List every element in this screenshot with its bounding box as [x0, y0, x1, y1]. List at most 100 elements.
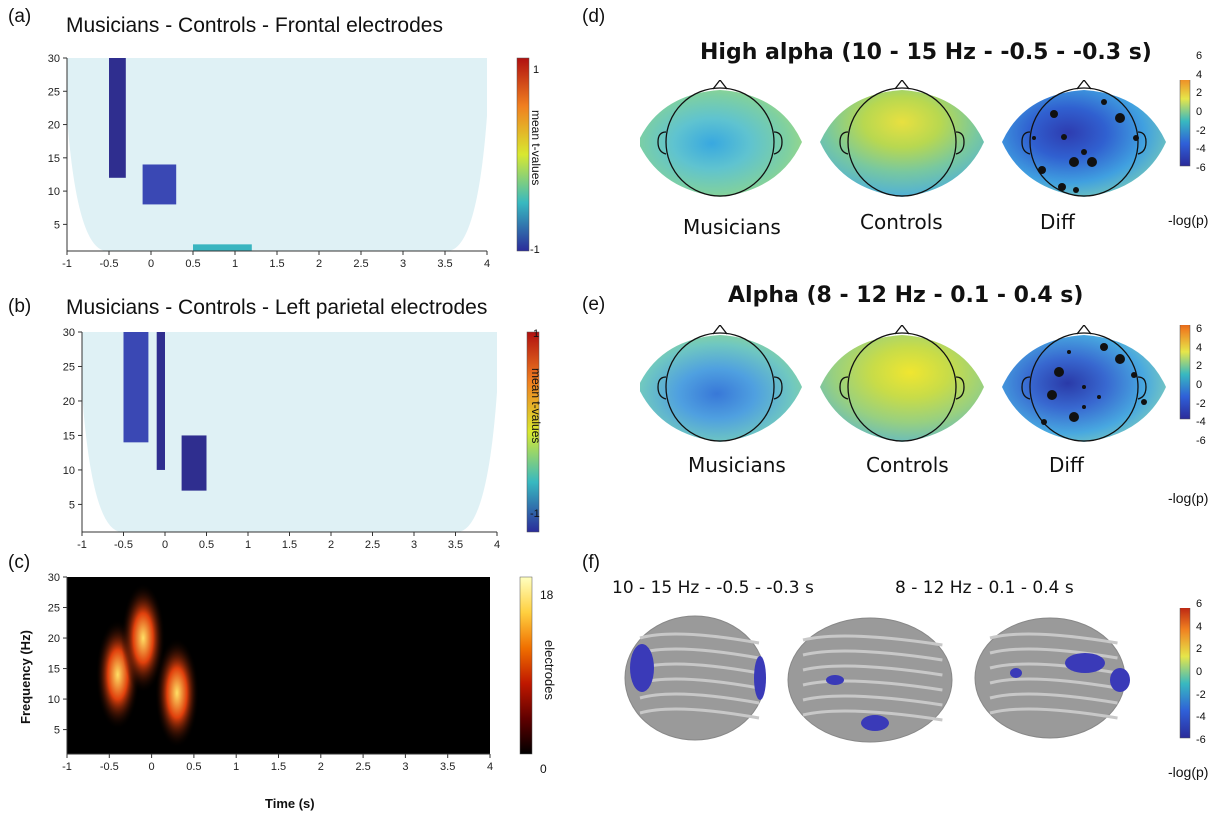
brain-gyrus: [802, 649, 943, 662]
brain-gyrus: [639, 692, 760, 705]
panel-f-cbar-tick: -4: [1196, 711, 1206, 724]
panel-a-label: (a): [8, 6, 32, 27]
x-tick-label: 1: [245, 539, 251, 550]
panel-e-head-label-3: Diff: [1049, 453, 1084, 477]
x-tick-label: 0: [162, 539, 168, 550]
panel-b-cbar-bottom: -1: [530, 508, 540, 520]
panel-f-label: (f): [582, 552, 600, 573]
nose: [1076, 80, 1092, 90]
panel-d-head-label-2: Controls: [860, 210, 943, 234]
x-tick-label: -1: [62, 761, 72, 773]
ear-right: [1137, 376, 1147, 400]
y-tick-label: 20: [48, 633, 60, 645]
brain-gyrus: [989, 692, 1118, 705]
electrode-dot: [1133, 135, 1139, 141]
y-tick-label: 10: [48, 694, 60, 706]
x-tick-label: 3: [411, 539, 417, 550]
y-tick-label: 15: [63, 430, 75, 442]
cluster-patch: [630, 644, 654, 692]
electrode-dot: [1115, 354, 1125, 364]
cluster-1: [142, 164, 177, 205]
y-tick-label: 5: [69, 499, 75, 511]
electrode-dot: [1032, 136, 1036, 140]
panel-e-cbar-label: -log(p): [1168, 490, 1209, 506]
x-tick-label: 0.5: [199, 539, 214, 550]
topomaps-d: [640, 80, 1191, 197]
y-tick-label: 25: [48, 603, 60, 615]
x-tick-label: 4: [494, 539, 500, 550]
electrode-dot: [1050, 110, 1058, 118]
heatmap-background: [67, 58, 487, 251]
panel-f-cbar-tick: -6: [1196, 734, 1206, 746]
panel-f-cbar-label: -log(p): [1168, 764, 1209, 780]
panel-d-head-label-3: Diff: [1040, 210, 1075, 234]
x-tick-label: 3: [400, 258, 406, 270]
electrode-dot: [1073, 187, 1079, 193]
electrode-dot: [1067, 350, 1071, 354]
cluster-patch: [1110, 668, 1130, 692]
panel-d-cbar-tick: 4: [1196, 68, 1203, 81]
y-tick-label: 15: [48, 664, 60, 676]
cluster-patch: [754, 656, 766, 700]
head-outline: [665, 332, 775, 442]
x-tick-label: 0.5: [185, 258, 200, 270]
panel-d-cbar-tick: -4: [1196, 143, 1206, 156]
ear-left: [839, 131, 849, 155]
panel-a-title: Musicians - Controls - Frontal electrode…: [66, 14, 443, 37]
x-tick-label: 4: [487, 761, 493, 773]
electrode-dot: [1097, 395, 1101, 399]
x-tick-label: 1.5: [269, 258, 284, 270]
panel-e-cbar-tick: -2: [1196, 397, 1206, 410]
panel-e-head-label-2: Controls: [866, 453, 949, 477]
topomap-0: [640, 335, 802, 442]
panel-f-cbar-tick: 6: [1196, 598, 1203, 610]
y-tick-label: 5: [54, 219, 60, 231]
x-tick-label: 1: [232, 258, 238, 270]
y-tick-label: 30: [48, 53, 60, 65]
ear-left: [839, 376, 849, 400]
panel-d-cbar-tick: 2: [1196, 87, 1203, 100]
panel-a-cbar-top: 1: [533, 64, 540, 76]
panel-c-cbar-top: 18: [540, 588, 554, 602]
cluster-2: [181, 435, 207, 491]
heatmap-b: -1 -0.5 0 0.5 1 1.5 2 2.5 3 3.5 4 5 10 15 20 25 30: [63, 327, 540, 550]
panel-e-head-label-1: Musicians: [688, 453, 786, 477]
panel-d-title: High alpha (10 - 15 Hz - -0.5 - -0.3 s): [700, 40, 1152, 65]
ear-left: [657, 376, 667, 400]
electrode-dot: [1038, 166, 1046, 174]
heatmap-c: -1 -0.5 0 0.5 1 1.5 2 2.5 3 3.5 4 5 10 15 20 25 30: [48, 572, 533, 773]
x-tick-label: 3.5: [440, 761, 455, 773]
x-tick-label: -0.5: [100, 258, 119, 270]
cluster-patch: [1010, 668, 1022, 678]
brain-gyrus: [639, 632, 760, 645]
panel-e-cbar-tick: 2: [1196, 360, 1203, 373]
panel-c-label: (c): [8, 552, 31, 573]
y-tick-label: 30: [63, 327, 75, 339]
panel-a-cbar-label: mean t-values: [529, 110, 543, 186]
electrode-dot: [1131, 372, 1137, 378]
panel-e-label: (e): [582, 294, 606, 315]
x-tick-label: -0.5: [100, 761, 119, 773]
nose: [712, 325, 728, 335]
brain-gyrus: [802, 634, 943, 647]
brain-gyrus: [802, 679, 943, 692]
x-tick-label: -1: [62, 258, 72, 270]
x-tick-label: -0.5: [114, 539, 133, 550]
y-tick-label: 25: [63, 361, 75, 373]
nose: [894, 325, 910, 335]
electrode-dot: [1082, 385, 1086, 389]
ear-right: [773, 376, 783, 400]
ear-left: [657, 131, 667, 155]
panel-f-cbar-tick: 2: [1196, 643, 1203, 656]
electrode-dot: [1069, 157, 1079, 167]
y-tick-label: 20: [63, 396, 75, 408]
panel-d-cbar-tick: 0: [1196, 106, 1203, 118]
colorbar: [1179, 80, 1191, 167]
x-tick-label: 4: [484, 258, 490, 270]
panel-c-cbar-label: electrodes: [542, 640, 557, 700]
x-tick-label: 2: [316, 258, 322, 270]
x-tick-label: 1: [233, 761, 239, 773]
topomap-0: [640, 90, 802, 197]
head-outline: [1029, 332, 1139, 442]
brain-renders-f: [624, 608, 1191, 743]
